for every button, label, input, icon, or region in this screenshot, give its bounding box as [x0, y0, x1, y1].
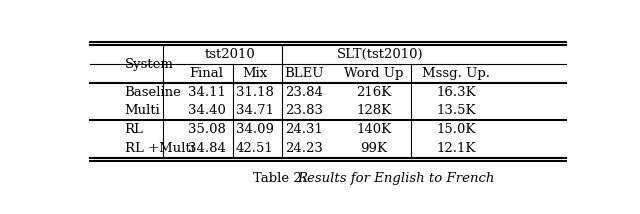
Text: 140K: 140K	[356, 123, 391, 136]
Text: Results for English to French: Results for English to French	[297, 172, 495, 185]
Text: RL: RL	[125, 123, 143, 136]
Text: 16.3K: 16.3K	[436, 86, 476, 99]
Text: 34.09: 34.09	[236, 123, 273, 136]
Text: Baseline: Baseline	[125, 86, 182, 99]
Text: 34.40: 34.40	[188, 104, 225, 117]
Text: 23.83: 23.83	[285, 104, 323, 117]
Text: RL +Multi: RL +Multi	[125, 142, 195, 155]
Text: System: System	[125, 58, 173, 71]
Text: 42.51: 42.51	[236, 142, 273, 155]
Text: Multi: Multi	[125, 104, 161, 117]
Text: 24.31: 24.31	[285, 123, 323, 136]
Text: 35.08: 35.08	[188, 123, 225, 136]
Text: 12.1K: 12.1K	[436, 142, 476, 155]
Text: Mssg. Up.: Mssg. Up.	[422, 67, 490, 80]
Text: Table 2:: Table 2:	[253, 172, 314, 185]
Text: SLT(tst2010): SLT(tst2010)	[337, 48, 424, 61]
Text: 216K: 216K	[356, 86, 391, 99]
Text: 34.84: 34.84	[188, 142, 225, 155]
Text: Word Up: Word Up	[344, 67, 403, 80]
Text: 31.18: 31.18	[236, 86, 273, 99]
Text: 24.23: 24.23	[285, 142, 323, 155]
Text: 34.11: 34.11	[188, 86, 225, 99]
Text: 34.71: 34.71	[236, 104, 273, 117]
Text: 128K: 128K	[356, 104, 391, 117]
Text: BLEU: BLEU	[284, 67, 324, 80]
Text: tst2010: tst2010	[205, 48, 256, 61]
Text: 23.84: 23.84	[285, 86, 323, 99]
Text: Final: Final	[189, 67, 223, 80]
Text: 99K: 99K	[360, 142, 387, 155]
Text: 13.5K: 13.5K	[436, 104, 476, 117]
Text: Mix: Mix	[242, 67, 268, 80]
Text: 15.0K: 15.0K	[436, 123, 476, 136]
